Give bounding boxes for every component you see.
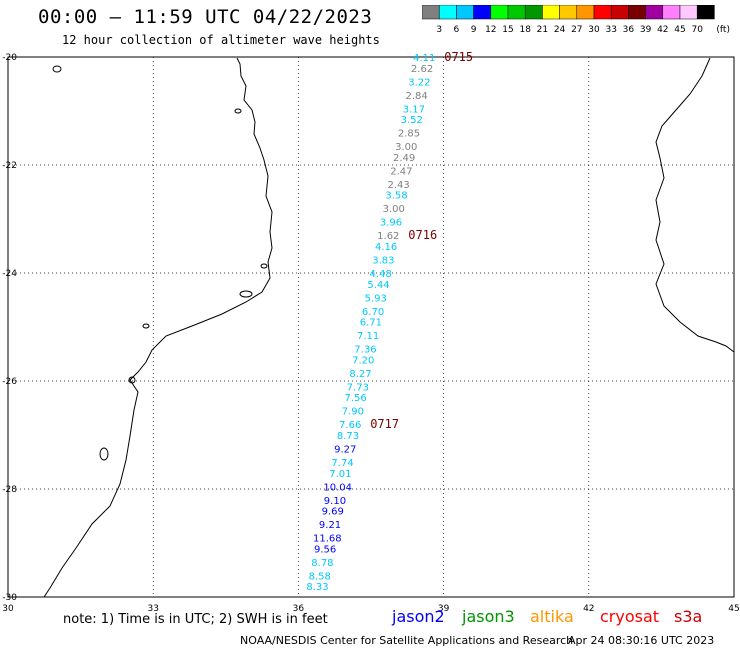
- swh-value: 2.85: [398, 129, 420, 140]
- legend-altika: altika: [530, 607, 574, 626]
- swh-value: 7.11: [357, 331, 379, 342]
- legend-cryosat: cryosat: [600, 607, 660, 626]
- swh-value: 3.83: [372, 256, 394, 267]
- units-note: note: 1) Time is in UTC; 2) SWH is in fe…: [63, 612, 328, 627]
- swh-value: 2.62: [411, 64, 433, 75]
- color-scale-label: 12: [485, 25, 496, 35]
- swh-value: 2.84: [405, 91, 427, 102]
- africa-coastline: [43, 57, 273, 598]
- color-scale-unit: (ft): [716, 25, 730, 35]
- swh-value: 8.78: [311, 558, 333, 569]
- lon-tick-label: 33: [147, 604, 158, 614]
- color-scale-label: 33: [605, 25, 616, 35]
- color-scale-bar: 3 6 9 12 15 18 21 24 27 30 33 36 39 42 45 70 (ft): [422, 5, 730, 35]
- track-time-label: 0716: [408, 228, 437, 242]
- swh-value: 4.48: [370, 269, 392, 280]
- coast-islet: [142, 323, 150, 329]
- swh-value: 7.01: [329, 469, 351, 480]
- swh-value: 8.33: [306, 582, 328, 593]
- color-scale-label: 24: [554, 25, 566, 35]
- color-scale-label: 45: [674, 25, 685, 35]
- swh-value: 3.96: [380, 218, 402, 229]
- swh-value: 5.93: [365, 293, 387, 304]
- color-scale-label: 21: [537, 25, 548, 35]
- coast-islet: [239, 290, 253, 298]
- map-subtitle: 12 hour collection of altimeter wave hei…: [62, 33, 380, 47]
- swh-value: 9.27: [334, 445, 356, 456]
- swh-value: 7.74: [331, 458, 353, 469]
- madagascar-coastline: [655, 57, 735, 353]
- lon-tick-label: 42: [583, 604, 594, 614]
- swh-value: 3.52: [401, 115, 423, 126]
- color-scale-label: 6: [454, 25, 460, 35]
- lon-tick-label: 45: [728, 604, 739, 614]
- swh-value: 7.73: [347, 382, 369, 393]
- lat-tick-label: -22: [2, 161, 17, 171]
- coast-islet: [234, 108, 242, 114]
- color-scale-label: 15: [502, 25, 513, 35]
- swh-value: 7.66: [339, 420, 361, 431]
- swh-value: 3.17: [403, 104, 425, 115]
- color-swatch: [696, 5, 715, 20]
- legend-jason2: jason2: [392, 607, 445, 626]
- coast-islet: [99, 447, 109, 461]
- coast-islet: [260, 263, 268, 269]
- lon-tick-label: 39: [438, 604, 450, 614]
- lat-tick-label: -24: [2, 269, 17, 279]
- coast-islet: [128, 376, 136, 384]
- swh-value: 7.20: [352, 355, 374, 366]
- swh-value: 7.56: [345, 393, 367, 404]
- lat-tick-label: -28: [2, 485, 17, 495]
- swh-value: 8.27: [349, 369, 371, 380]
- swh-value: 3.00: [383, 204, 405, 215]
- swh-value: 2.47: [390, 166, 412, 177]
- swh-value: 10.04: [323, 482, 352, 493]
- swh-value: 4.11: [413, 53, 435, 64]
- swh-value: 2.49: [393, 153, 415, 164]
- swh-value: 2.43: [388, 180, 410, 191]
- swh-value: 5.44: [367, 280, 389, 291]
- swh-value: 3.22: [408, 77, 430, 88]
- color-scale-label: 39: [640, 25, 652, 35]
- map-frame: [7, 56, 735, 598]
- lat-tick-label: -20: [2, 53, 17, 63]
- legend-s3a: s3a: [674, 607, 703, 626]
- lon-tick-label: 36: [293, 604, 305, 614]
- color-scale-label: 30: [588, 25, 600, 35]
- swh-value: 6.71: [360, 318, 382, 329]
- swh-value: 3.58: [385, 191, 407, 202]
- track-time-label: 0717: [370, 417, 399, 431]
- color-scale-label: 9: [471, 25, 477, 35]
- swh-value: 8.73: [337, 431, 359, 442]
- color-scale-label: 18: [519, 25, 531, 35]
- track-time-label: 0715: [444, 50, 473, 64]
- lon-tick-label: 30: [2, 604, 14, 614]
- swh-value: 9.10: [324, 496, 346, 507]
- swh-value: 9.56: [314, 544, 336, 555]
- swh-value: 8.58: [309, 571, 331, 582]
- swh-value: 9.69: [322, 507, 344, 518]
- color-scale-label: 27: [571, 25, 582, 35]
- color-scale-label: 3: [436, 25, 442, 35]
- credit-timestamp: Apr 24 08:30:16 UTC 2023: [568, 634, 715, 647]
- swh-value: 3.00: [395, 142, 417, 153]
- swh-value: 6.70: [362, 307, 384, 318]
- swh-value: 9.21: [319, 520, 341, 531]
- credit-text: NOAA/NESDIS Center for Satellite Applica…: [240, 634, 574, 647]
- color-scale-label: 70: [691, 25, 703, 35]
- coast-islet: [52, 65, 62, 73]
- swh-value: 7.36: [354, 345, 376, 356]
- map-title: 00:00 – 11:59 UTC 04/22/2023: [38, 6, 373, 28]
- color-scale-label: 42: [657, 25, 668, 35]
- swh-value: 1.62: [377, 231, 399, 242]
- swh-value: 11.68: [313, 534, 342, 545]
- color-scale-label: 36: [623, 25, 635, 35]
- lat-tick-label: -26: [2, 377, 17, 387]
- legend-jason3: jason3: [462, 607, 515, 626]
- swh-value: 7.90: [342, 407, 364, 418]
- lat-tick-label: -30: [2, 593, 17, 603]
- swh-value: 4.16: [375, 242, 397, 253]
